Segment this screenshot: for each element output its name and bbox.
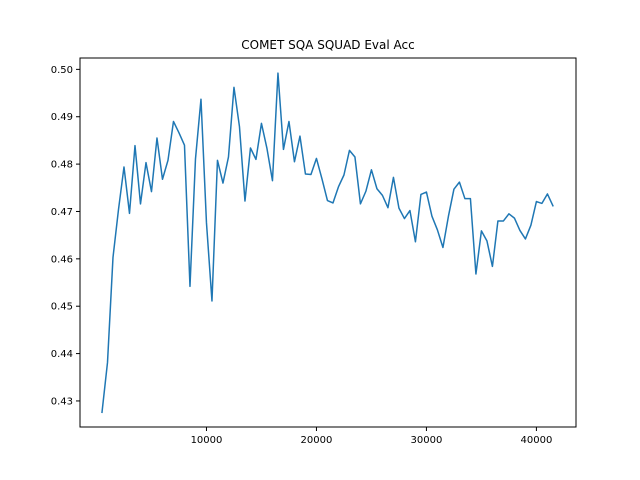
axes-frame — [79, 57, 577, 428]
y-tick-label: 0.43 — [51, 396, 73, 407]
x-tick-label: 20000 — [301, 435, 333, 446]
y-tick-label: 0.45 — [51, 302, 73, 313]
series-line-0 — [101, 72, 554, 414]
x-tick-label: 30000 — [411, 435, 443, 446]
y-tick-label: 0.44 — [51, 349, 73, 360]
x-tick-label: 40000 — [521, 435, 553, 446]
y-axis: 0.43 0.44 0.45 0.46 0.47 0.48 0.49 0.50 — [51, 65, 80, 407]
y-tick-label: 0.49 — [51, 112, 73, 123]
chart-title: COMET SQA SQUAD Eval Acc — [241, 38, 414, 52]
y-tick-label: 0.48 — [51, 160, 73, 171]
y-tick-label: 0.47 — [51, 207, 73, 218]
y-tick-label: 0.50 — [51, 65, 73, 76]
x-tick-label: 10000 — [191, 435, 223, 446]
x-axis: 10000 20000 30000 40000 — [191, 427, 553, 446]
y-tick-label: 0.46 — [51, 254, 73, 265]
plot-area — [101, 72, 554, 414]
